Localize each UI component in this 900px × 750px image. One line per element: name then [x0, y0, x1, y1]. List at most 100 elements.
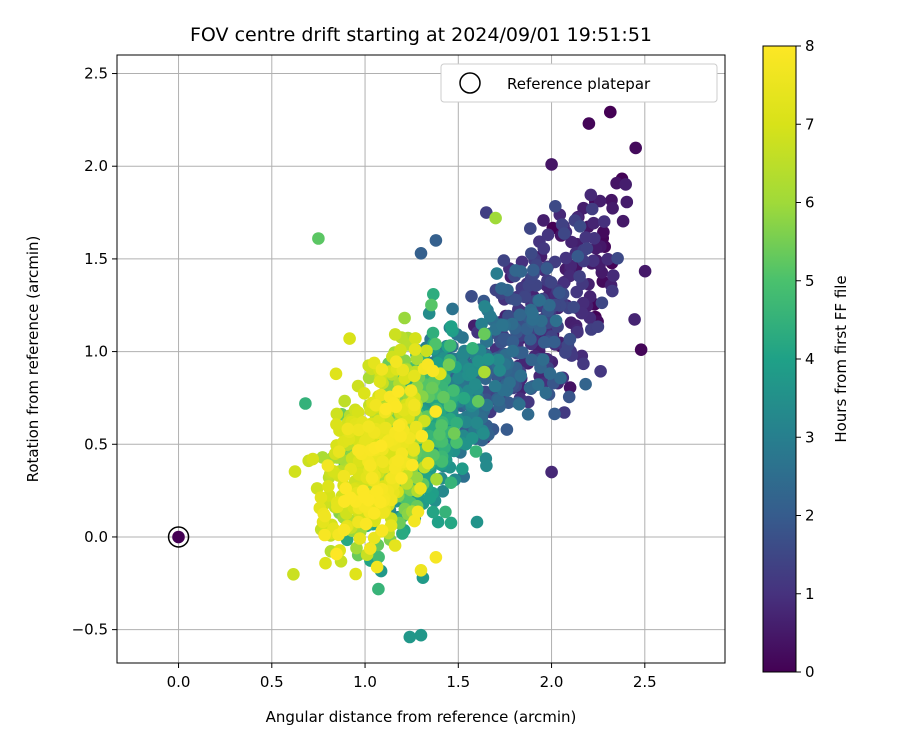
data-points [172, 105, 652, 644]
data-point [389, 355, 403, 369]
data-point [392, 419, 406, 433]
data-point [567, 300, 580, 314]
colorbar-ticks: 0 1 2 3 4 5 6 7 8 [796, 37, 815, 681]
data-point [480, 459, 493, 473]
data-point [411, 505, 425, 519]
data-point [388, 328, 402, 341]
colorbar-tick-label: 6 [805, 194, 815, 212]
data-point [465, 290, 478, 303]
data-point [537, 242, 551, 255]
data-point [595, 296, 609, 310]
data-point [606, 284, 619, 298]
data-point [358, 387, 371, 400]
data-point [407, 441, 420, 455]
data-point [638, 264, 652, 278]
data-point [483, 309, 497, 323]
data-point [447, 427, 461, 440]
data-point [362, 420, 376, 433]
data-point [466, 342, 479, 355]
data-point [465, 366, 478, 380]
data-point [394, 343, 407, 357]
data-point [374, 439, 388, 453]
data-point [420, 344, 433, 358]
colorbar: 0 1 2 3 4 5 6 7 8 Hours from first FF file [762, 37, 850, 681]
data-point [606, 202, 619, 215]
data-point [377, 506, 390, 519]
data-point [427, 288, 440, 301]
data-point [620, 195, 634, 209]
data-point [629, 141, 642, 155]
data-point [364, 459, 377, 472]
data-point [443, 399, 457, 413]
data-point [379, 402, 393, 416]
data-point [579, 377, 592, 391]
data-point [597, 225, 610, 239]
data-point [319, 556, 332, 570]
data-point [349, 567, 363, 581]
data-point [533, 293, 546, 307]
data-point [429, 234, 443, 247]
data-point [350, 541, 363, 555]
data-point [321, 459, 335, 472]
data-point [363, 542, 377, 555]
data-point [306, 452, 320, 466]
data-point [456, 348, 470, 362]
y-tick-label: 1.5 [84, 250, 108, 268]
data-point [537, 336, 551, 349]
data-point [375, 363, 389, 376]
data-point [415, 429, 429, 443]
data-point [559, 251, 573, 265]
data-point [489, 211, 502, 225]
data-point [330, 407, 344, 421]
data-point [456, 462, 469, 476]
data-point [597, 215, 611, 228]
data-point [287, 568, 300, 581]
data-point [562, 390, 576, 404]
data-point [480, 206, 493, 219]
data-point [425, 298, 438, 312]
data-point [557, 227, 571, 240]
data-point [553, 286, 566, 300]
data-point [444, 476, 458, 490]
x-axis-ticks: 0.0 0.5 1.0 1.5 2.0 2.5 [167, 663, 657, 691]
data-point [580, 242, 594, 255]
data-point [389, 400, 403, 414]
x-tick-label: 1.0 [353, 673, 377, 691]
colorbar-tick-label: 7 [805, 115, 815, 133]
y-axis-ticks: −0.5 0.0 0.5 1.0 1.5 2.0 2.5 [72, 65, 117, 639]
data-point [391, 454, 405, 468]
data-point [338, 394, 352, 408]
data-point [421, 456, 435, 470]
data-point [395, 472, 408, 485]
data-point [343, 332, 356, 345]
data-point [506, 344, 520, 358]
data-point [409, 420, 423, 434]
data-point [536, 353, 550, 366]
data-point [322, 480, 335, 493]
data-point [582, 117, 596, 130]
data-point [410, 471, 424, 485]
data-point [619, 178, 632, 191]
data-point [450, 416, 464, 430]
data-point [409, 332, 422, 345]
data-point [514, 369, 528, 383]
y-axis-label: Rotation from reference (arcmin) [24, 236, 42, 483]
data-point [442, 358, 456, 372]
data-point [584, 188, 598, 202]
data-point [573, 270, 586, 283]
data-point [352, 444, 365, 457]
data-point [392, 385, 405, 398]
data-point [586, 254, 600, 268]
data-point [408, 369, 421, 383]
data-point [374, 495, 387, 509]
data-point [472, 355, 485, 368]
data-point [545, 158, 558, 171]
data-point [526, 307, 539, 320]
data-point [431, 515, 445, 529]
data-point [513, 308, 527, 322]
data-point [573, 220, 587, 233]
data-point [369, 399, 383, 412]
data-point [549, 314, 563, 328]
data-point [565, 235, 578, 249]
